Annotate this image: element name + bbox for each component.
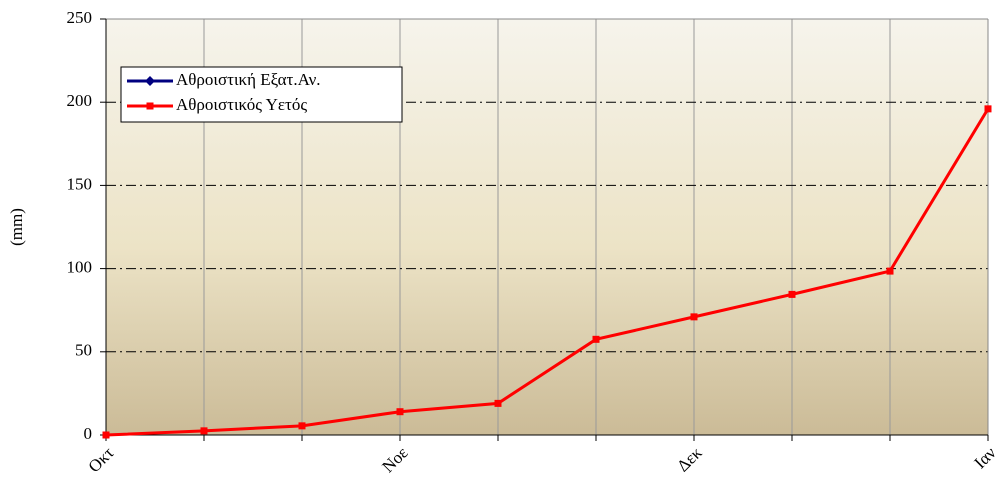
data-point	[984, 105, 992, 113]
y-axis-label: (mm)	[7, 208, 26, 246]
legend-marker	[146, 102, 154, 110]
legend-label: Αθροιστικός Υετός	[176, 95, 307, 114]
x-tick-label: Νοε	[378, 443, 411, 476]
y-tick-label: 200	[67, 91, 93, 110]
data-point	[102, 431, 110, 439]
data-point	[592, 335, 600, 343]
legend	[120, 66, 403, 123]
legend-label: Αθροιστική Εξατ.Αν.	[176, 70, 321, 89]
series-line	[105, 108, 990, 437]
data-point	[494, 399, 502, 407]
data-point	[396, 408, 404, 416]
x-tick-label: Δεκ	[673, 443, 706, 476]
y-tick-label: 0	[84, 424, 93, 443]
x-tick-label: Ιαν	[970, 443, 999, 472]
data-point	[886, 267, 894, 275]
y-tick-label: 150	[67, 174, 93, 193]
data-point	[690, 313, 698, 321]
x-tick-label: Οκτ	[85, 443, 118, 476]
data-point	[298, 422, 306, 430]
data-point	[788, 290, 796, 298]
y-tick-label: 100	[67, 258, 93, 277]
data-point	[200, 427, 208, 435]
y-tick-label: 50	[75, 341, 92, 360]
legend-marker	[145, 76, 155, 86]
y-tick-label: 250	[67, 8, 93, 27]
